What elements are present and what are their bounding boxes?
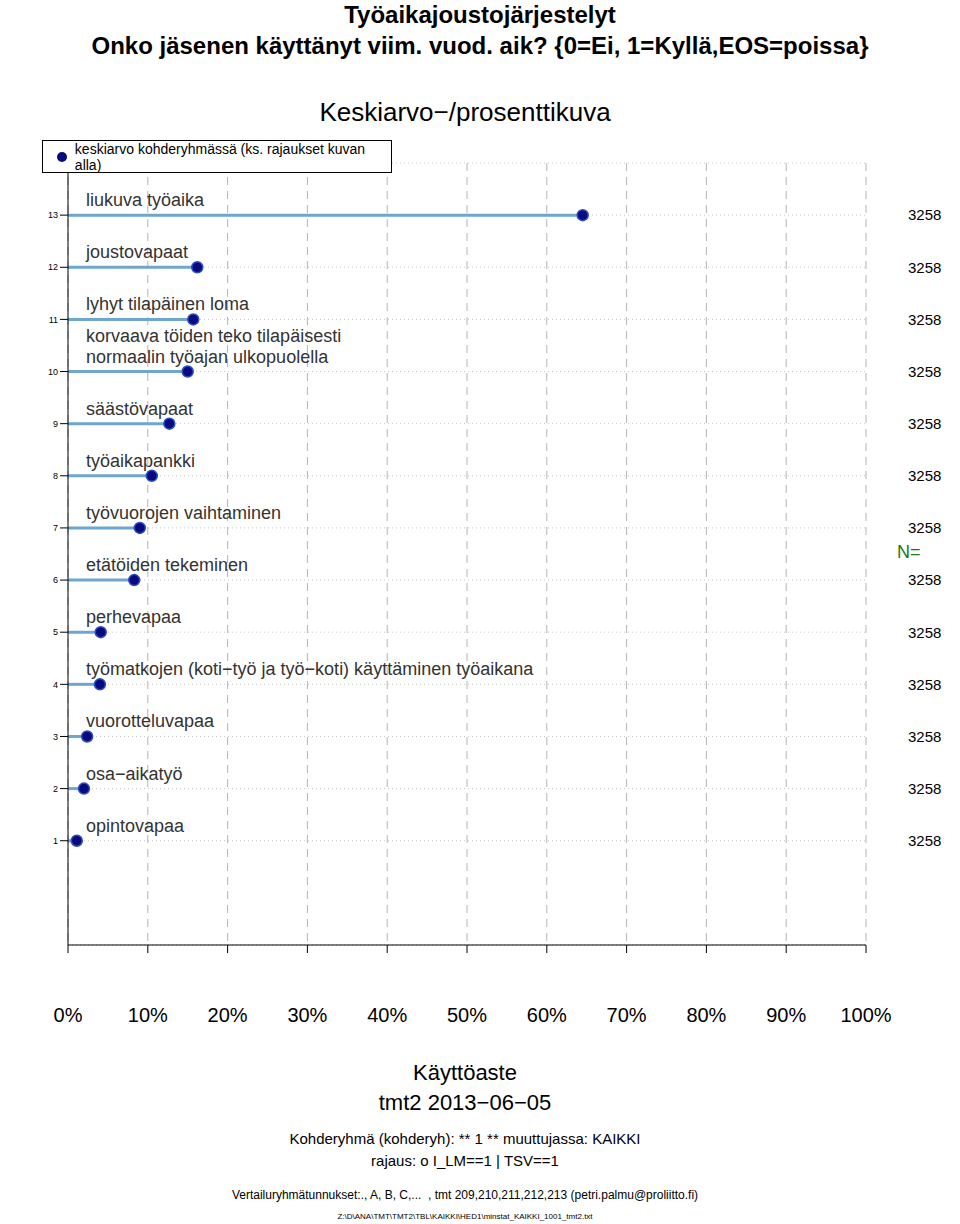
svg-text:13: 13 [48,210,58,220]
svg-text:30%: 30% [287,1004,327,1026]
svg-text:3258: 3258 [908,676,941,693]
svg-text:työmatkojen (koti−työ ja työ−k: työmatkojen (koti−työ ja työ−koti) käytt… [86,659,534,679]
svg-text:70%: 70% [607,1004,647,1026]
svg-text:0%: 0% [54,1004,83,1026]
svg-text:3258: 3258 [908,467,941,484]
svg-text:5: 5 [53,627,58,637]
svg-text:3: 3 [53,732,58,742]
svg-text:6: 6 [53,575,58,585]
svg-text:8: 8 [53,471,58,481]
svg-text:10%: 10% [128,1004,168,1026]
svg-text:80%: 80% [686,1004,726,1026]
svg-text:11: 11 [49,315,58,325]
html-text:N=: N= [897,542,921,562]
svg-text:3258: 3258 [908,832,941,849]
html-text:tmt2 2013−06−05: tmt2 2013−06−05 [378,1090,552,1115]
svg-text:12: 12 [48,262,58,272]
svg-text:3258: 3258 [908,571,941,588]
svg-text:etätöiden tekeminen: etätöiden tekeminen [86,555,248,575]
svg-text:3258: 3258 [908,206,941,223]
svg-text:100%: 100% [840,1004,891,1026]
html-text:keskiarvo kohderyhmässä (ks. r: keskiarvo kohderyhmässä (ks. rajaukset k… [74,140,366,173]
svg-text:2: 2 [53,784,58,794]
svg-text:3258: 3258 [908,728,941,745]
html-text:Keskiarvo−/prosenttikuva: Keskiarvo−/prosenttikuva [319,97,611,127]
svg-text:vuorotteluvapaa: vuorotteluvapaa [86,711,215,731]
html-text:Käyttöaste: Käyttöaste [413,1060,517,1085]
svg-text:20%: 20% [208,1004,248,1026]
svg-text:3258: 3258 [908,780,941,797]
svg-text:40%: 40% [367,1004,407,1026]
svg-text:opintovapaa: opintovapaa [86,816,185,836]
svg-text:9: 9 [53,419,58,429]
svg-text:säästövapaat: säästövapaat [86,399,193,419]
svg-text:3258: 3258 [908,624,941,641]
html-text:Kohderyhmä (kohderyh): ** 1 **: Kohderyhmä (kohderyh): ** 1 ** muuttujas… [289,1130,641,1147]
svg-text:50%: 50% [447,1004,487,1026]
svg-text:7: 7 [53,523,58,533]
svg-text:10: 10 [48,367,58,377]
svg-text:perhevapaa: perhevapaa [86,607,182,627]
svg-text:liukuva työaika: liukuva työaika [86,190,205,210]
svg-text:90%: 90% [766,1004,806,1026]
svg-text:työaikapankki: työaikapankki [86,451,195,471]
html-text:Onko jäsenen käyttänyt viim. v: Onko jäsenen käyttänyt viim. vuod. aik? … [91,32,869,59]
html-text:rajaus: o I_LM==1 | TSV==1: rajaus: o I_LM==1 | TSV==1 [371,1152,559,1169]
svg-text:työvuorojen vaihtaminen: työvuorojen vaihtaminen [86,503,281,523]
svg-text:korvaava töiden teko tilapäise: korvaava töiden teko tilapäisestinormaal… [86,326,341,367]
svg-text:3258: 3258 [908,311,941,328]
html-text:Vertailuryhmätunnukset:., A, B: Vertailuryhmätunnukset:., A, B, C,... , … [231,1188,699,1202]
svg-text:3258: 3258 [908,259,941,276]
svg-text:1: 1 [53,836,58,846]
svg-text:joustovapaat: joustovapaat [85,242,188,262]
html-text:Työaikajoustojärjestelyt: Työaikajoustojärjestelyt [344,1,616,28]
svg-text:3258: 3258 [908,519,941,536]
html-text:Z:\D\ANA\TMT\TMT2\TBL\KAIKKI\H: Z:\D\ANA\TMT\TMT2\TBL\KAIKKI\HED1\minsta… [337,1212,593,1221]
svg-text:osa−aikatyö: osa−aikatyö [86,764,183,784]
svg-text:60%: 60% [527,1004,567,1026]
svg-text:4: 4 [53,680,58,690]
svg-text:3258: 3258 [908,363,941,380]
svg-text:lyhyt tilapäinen loma: lyhyt tilapäinen loma [86,294,250,314]
svg-text:3258: 3258 [908,415,941,432]
